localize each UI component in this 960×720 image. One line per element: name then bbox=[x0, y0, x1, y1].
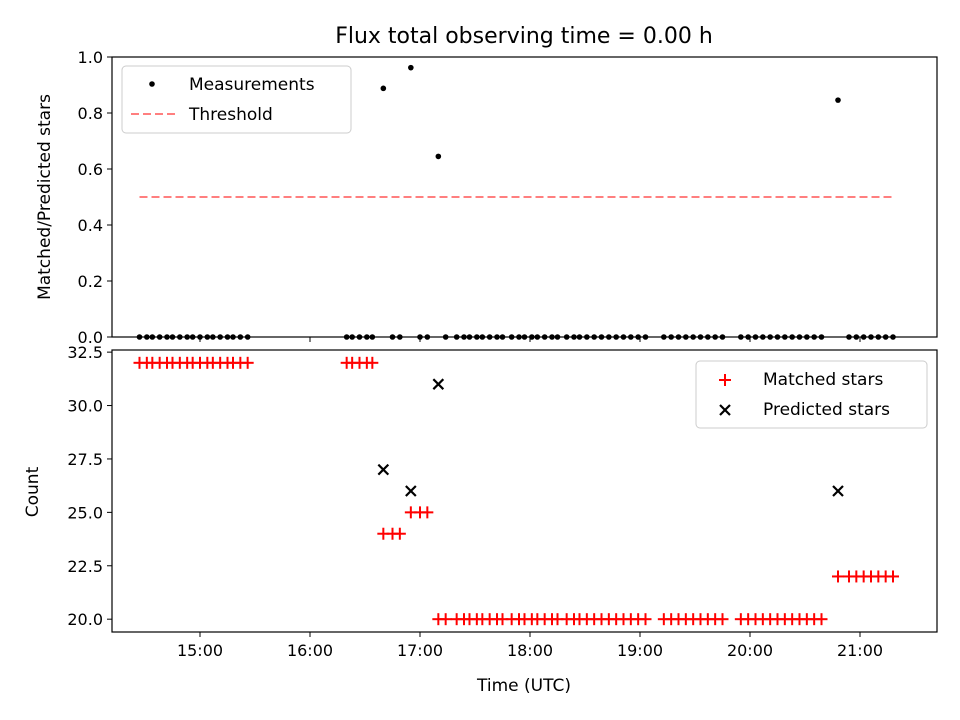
matched-star-point bbox=[421, 506, 434, 519]
top-y-tick-label: 1.0 bbox=[78, 48, 103, 67]
bottom-x-tick-label: 18:00 bbox=[507, 641, 553, 660]
measurement-point bbox=[380, 85, 387, 92]
bottom-y-tick-label: 25.0 bbox=[67, 503, 103, 522]
top-y-axis-label: Matched/Predicted stars bbox=[35, 94, 55, 300]
bottom-plot-area bbox=[133, 356, 899, 626]
top-y-tick-label: 0.0 bbox=[78, 328, 103, 347]
legend-predicted-marker bbox=[719, 404, 731, 416]
matched-star-point bbox=[639, 613, 652, 626]
matched-star-point bbox=[241, 356, 254, 369]
bottom-x-tick-label: 15:00 bbox=[177, 641, 223, 660]
bottom-x-axis-ticks: 15:00 16:00 17:00 18:00 19:00 20:00 21:00 bbox=[177, 632, 883, 660]
measurement-point bbox=[435, 153, 442, 160]
bottom-legend: Matched stars Predicted stars bbox=[695, 360, 928, 429]
legend-measurements-marker bbox=[149, 81, 155, 87]
bottom-y-tick-label: 20.0 bbox=[67, 610, 103, 629]
legend-matched-label: Matched stars bbox=[763, 370, 883, 390]
predicted-star-point bbox=[432, 378, 445, 390]
bottom-y-axis-label: Count bbox=[23, 466, 43, 517]
bottom-x-axis-label: Time (UTC) bbox=[476, 676, 571, 696]
top-chart-title: Flux total observing time = 0.00 h bbox=[335, 24, 713, 49]
legend-measurements-label: Measurements bbox=[189, 75, 315, 95]
measurement-point bbox=[835, 97, 841, 103]
bottom-y-tick-label: 30.0 bbox=[67, 397, 103, 416]
matched-star-point bbox=[393, 527, 406, 540]
bottom-panel: 20.0 22.5 25.0 27.5 30.0 32.5 15:00 16:00 17:00… bbox=[23, 343, 938, 696]
matched-star-point bbox=[832, 570, 844, 583]
matched-star-point bbox=[716, 613, 729, 626]
top-plot-area bbox=[136, 64, 896, 340]
top-y-tick-label: 0.8 bbox=[78, 104, 103, 123]
matched-star-point bbox=[366, 356, 379, 369]
top-y-tick-label: 0.6 bbox=[78, 160, 103, 179]
bottom-legend-box bbox=[695, 360, 928, 429]
bottom-y-tick-label: 27.5 bbox=[67, 450, 103, 469]
predicted-star-point bbox=[405, 485, 417, 497]
legend-threshold-label: Threshold bbox=[188, 105, 273, 125]
top-y-tick-label: 0.4 bbox=[78, 216, 103, 235]
bottom-x-tick-label: 20:00 bbox=[727, 641, 773, 660]
predicted-star-point bbox=[832, 485, 844, 497]
bottom-y-tick-label: 32.5 bbox=[67, 343, 103, 362]
top-y-axis-ticks: 0.0 0.2 0.4 0.6 0.8 1.0 bbox=[78, 48, 112, 347]
top-y-tick-label: 0.2 bbox=[78, 272, 103, 291]
top-panel: Flux total observing time = 0.00 h 0.00.… bbox=[35, 24, 938, 347]
top-x-axis-ticks bbox=[199, 337, 861, 342]
bottom-x-tick-label: 19:00 bbox=[617, 641, 663, 660]
matched-star-point bbox=[439, 613, 452, 626]
bottom-y-axis-ticks: 20.0 22.5 25.0 27.5 30.0 32.5 bbox=[67, 343, 112, 629]
legend-predicted-label: Predicted stars bbox=[763, 400, 890, 420]
top-legend-box bbox=[121, 65, 352, 134]
bottom-x-tick-label: 16:00 bbox=[287, 641, 333, 660]
bottom-x-tick-label: 17:00 bbox=[397, 641, 443, 660]
bottom-y-tick-label: 22.5 bbox=[67, 557, 103, 576]
predicted-star-point bbox=[377, 463, 390, 476]
top-plot-frame bbox=[111, 56, 938, 338]
bottom-plot-frame bbox=[111, 349, 938, 633]
measurement-point bbox=[408, 64, 414, 71]
top-legend: Measurements Threshold bbox=[121, 65, 352, 134]
matched-star-point bbox=[887, 570, 899, 583]
legend-matched-marker bbox=[719, 374, 731, 386]
matched-star-point bbox=[815, 613, 828, 626]
bottom-x-tick-label: 21:00 bbox=[837, 641, 883, 660]
